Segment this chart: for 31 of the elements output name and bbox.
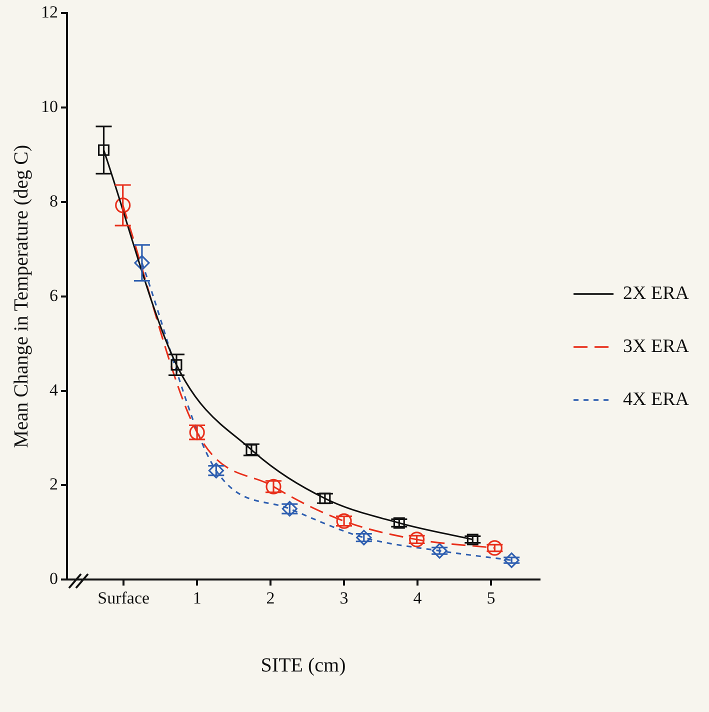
y-axis-title: Mean Change in Temperature (deg C) (10, 144, 32, 448)
y-tick-label: 8 (50, 191, 58, 210)
y-tick-label: 10 (41, 97, 58, 116)
point (393, 517, 405, 529)
x-tick-label: 3 (340, 588, 348, 608)
y-tick-label: 0 (50, 569, 58, 588)
point (466, 534, 478, 546)
legend-label: 2X ERA (623, 282, 690, 304)
y-tick-label: 4 (50, 380, 58, 400)
point (115, 198, 131, 214)
x-axis-title: SITE (cm) (260, 654, 346, 676)
y-tick-label: 2 (50, 474, 58, 494)
point (486, 540, 502, 556)
point (356, 530, 372, 546)
point (504, 552, 520, 568)
point (170, 359, 182, 371)
x-tick-label: 2 (266, 588, 275, 608)
x-tick-label: 4 (413, 588, 422, 608)
legend-label: 3X ERA (623, 336, 690, 357)
point (409, 532, 425, 548)
point (432, 543, 448, 559)
x-tick-label: Surface (98, 588, 150, 608)
legend-label: 4X ERA (623, 388, 690, 410)
point (134, 255, 150, 271)
point (208, 462, 224, 478)
point (98, 144, 110, 156)
point (319, 492, 331, 504)
x-tick-label: 5 (486, 588, 496, 608)
y-tick-label: 6 (50, 286, 58, 305)
y-tick-label: 12 (41, 2, 58, 22)
x-tick-label: 1 (192, 588, 202, 608)
